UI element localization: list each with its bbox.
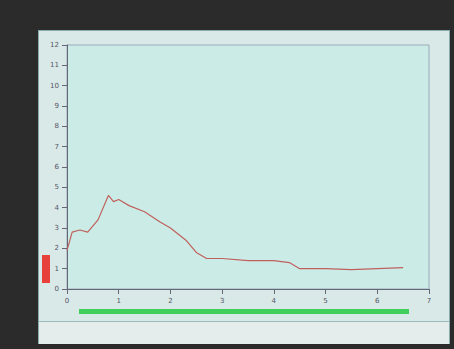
svg-text:12: 12 bbox=[50, 41, 59, 49]
svg-text:1: 1 bbox=[55, 265, 59, 273]
svg-text:5: 5 bbox=[55, 183, 59, 191]
svg-text:8: 8 bbox=[55, 122, 59, 130]
svg-text:7: 7 bbox=[55, 143, 59, 151]
svg-text:5: 5 bbox=[323, 297, 327, 305]
svg-text:6: 6 bbox=[55, 163, 60, 171]
svg-text:11: 11 bbox=[50, 61, 59, 69]
svg-text:4: 4 bbox=[272, 297, 277, 305]
svg-text:3: 3 bbox=[55, 224, 59, 232]
svg-text:4: 4 bbox=[55, 204, 60, 212]
svg-text:6: 6 bbox=[375, 297, 380, 305]
svg-text:10: 10 bbox=[50, 82, 59, 90]
svg-text:2: 2 bbox=[168, 297, 172, 305]
svg-text:3: 3 bbox=[220, 297, 224, 305]
svg-text:9: 9 bbox=[55, 102, 59, 110]
svg-text:2: 2 bbox=[55, 244, 59, 252]
svg-text:1: 1 bbox=[116, 297, 120, 305]
svg-text:0: 0 bbox=[55, 285, 59, 293]
svg-text:0: 0 bbox=[65, 297, 69, 305]
svg-text:7: 7 bbox=[427, 297, 431, 305]
